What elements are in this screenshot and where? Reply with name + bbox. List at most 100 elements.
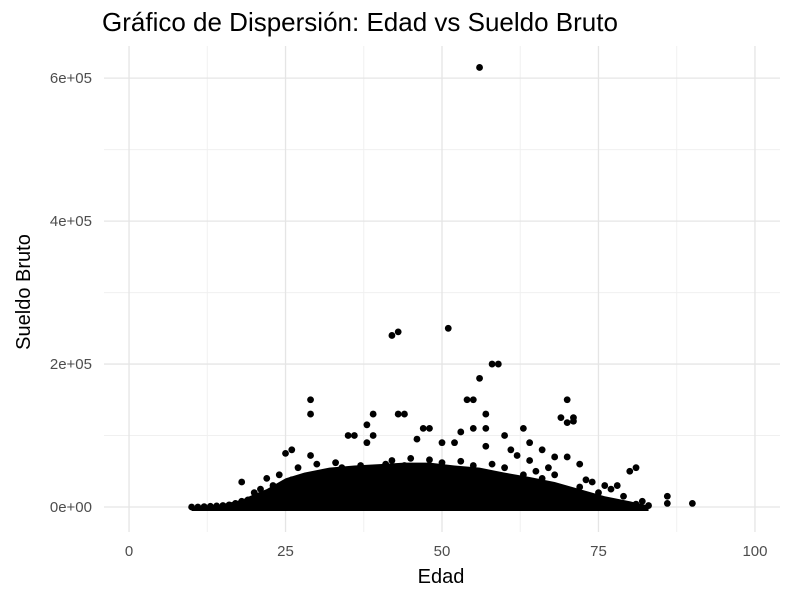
data-point [632, 464, 640, 472]
data-point [332, 459, 339, 467]
data-point [601, 482, 609, 489]
data-point [538, 474, 546, 482]
data-point [419, 424, 427, 432]
y-tick-label: 6e+05 [50, 70, 92, 87]
data-point [488, 460, 496, 468]
data-point [394, 328, 402, 336]
y-tick-label: 2e+05 [50, 356, 92, 373]
data-point [457, 457, 465, 465]
data-point [394, 410, 402, 418]
data-point [507, 446, 515, 454]
data-point [451, 439, 458, 447]
data-point [319, 469, 327, 477]
data-point [444, 324, 452, 332]
data-point [369, 432, 377, 439]
data-point [501, 464, 508, 472]
data-point [519, 471, 527, 479]
data-point [388, 457, 396, 464]
data-point [576, 460, 584, 468]
data-point [382, 460, 390, 468]
y-tick-label: 4e+05 [50, 213, 92, 230]
data-point [476, 64, 483, 71]
data-point [526, 439, 534, 447]
data-point [576, 483, 584, 491]
x-tick-label: 75 [590, 543, 607, 560]
data-point [469, 462, 477, 469]
data-point [338, 464, 346, 472]
data-point [632, 500, 640, 508]
data-point [438, 459, 446, 467]
data-point [638, 497, 646, 505]
data-point [476, 374, 483, 382]
chart-title: Gráfico de Dispersión: Edad vs Sueldo Br… [102, 7, 618, 37]
y-tick-label: 0e+00 [50, 499, 92, 516]
data-point [401, 462, 408, 469]
data-point [200, 503, 208, 511]
data-point [213, 502, 221, 510]
x-tick-label: 50 [434, 543, 451, 560]
data-point [300, 473, 308, 481]
y-axis-ticks: 0e+00 2e+05 4e+05 6e+05 [50, 70, 92, 516]
data-point [551, 453, 559, 461]
data-point [207, 502, 214, 510]
data-point [350, 432, 358, 439]
data-point [482, 442, 490, 450]
data-point [519, 424, 527, 432]
data-point [526, 457, 534, 464]
x-tick-label: 100 [742, 543, 767, 560]
data-point [457, 428, 465, 436]
data-point [582, 476, 590, 484]
data-point [275, 471, 283, 479]
data-point [469, 424, 477, 432]
data-point [219, 502, 227, 509]
data-points [188, 64, 696, 511]
x-tick-label: 0 [125, 543, 133, 560]
data-point [307, 410, 314, 418]
data-point [463, 396, 471, 404]
data-point [469, 396, 477, 404]
data-point [288, 446, 296, 454]
data-point [363, 439, 371, 447]
data-point [413, 435, 421, 443]
data-point [244, 496, 252, 504]
data-point [294, 464, 302, 472]
data-point [663, 500, 671, 507]
data-point [613, 482, 621, 489]
x-axis-label: Edad [418, 566, 465, 588]
data-point [307, 396, 314, 404]
data-point [238, 478, 246, 486]
data-point [357, 462, 365, 469]
data-point [363, 421, 371, 429]
data-point [426, 456, 433, 464]
data-point [488, 360, 496, 368]
data-point [369, 410, 377, 418]
data-point [225, 501, 233, 509]
data-point [388, 332, 396, 339]
data-point [538, 446, 546, 454]
data-point [282, 449, 289, 457]
data-point [426, 424, 433, 432]
data-point [313, 460, 321, 468]
data-point [482, 424, 490, 432]
y-axis-label: Sueldo Bruto [13, 234, 35, 350]
data-point [645, 502, 652, 509]
data-point [620, 492, 627, 500]
data-point [607, 485, 615, 493]
data-point [570, 417, 577, 425]
grid [104, 46, 780, 532]
x-tick-label: 25 [277, 543, 294, 560]
x-axis-ticks: 0 25 50 75 100 [125, 543, 768, 560]
data-point [250, 489, 258, 497]
data-point [307, 452, 314, 459]
data-point [288, 476, 296, 484]
data-point [407, 454, 415, 462]
data-point [551, 471, 559, 479]
data-point [563, 396, 571, 404]
data-point [663, 492, 671, 500]
data-point [194, 503, 202, 511]
data-point [344, 432, 352, 439]
data-point [588, 478, 596, 486]
data-point [688, 500, 696, 507]
data-point [532, 467, 540, 475]
